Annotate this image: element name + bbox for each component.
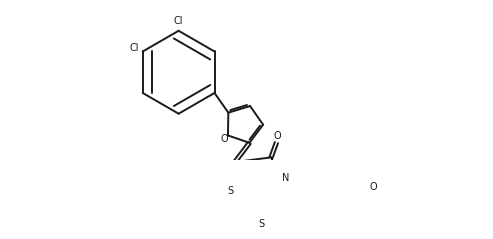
Text: S: S xyxy=(227,186,233,196)
Text: S: S xyxy=(258,219,264,229)
Text: O: O xyxy=(369,182,377,192)
Text: Cl: Cl xyxy=(174,16,183,26)
Text: O: O xyxy=(220,134,228,144)
Text: O: O xyxy=(274,131,282,141)
Text: Cl: Cl xyxy=(129,43,139,53)
Text: N: N xyxy=(282,173,289,183)
